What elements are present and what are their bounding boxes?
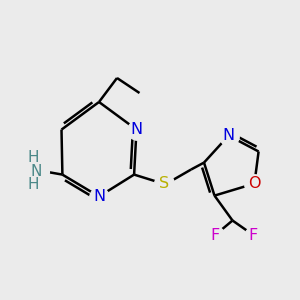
Text: N: N bbox=[30, 164, 42, 178]
Text: S: S bbox=[159, 176, 169, 190]
Text: N: N bbox=[130, 122, 142, 137]
Text: N: N bbox=[93, 189, 105, 204]
Text: F: F bbox=[249, 228, 258, 243]
Text: O: O bbox=[248, 176, 261, 191]
Text: N: N bbox=[223, 128, 235, 143]
Text: F: F bbox=[210, 228, 219, 243]
Text: H: H bbox=[27, 177, 39, 192]
Text: H: H bbox=[27, 150, 39, 165]
